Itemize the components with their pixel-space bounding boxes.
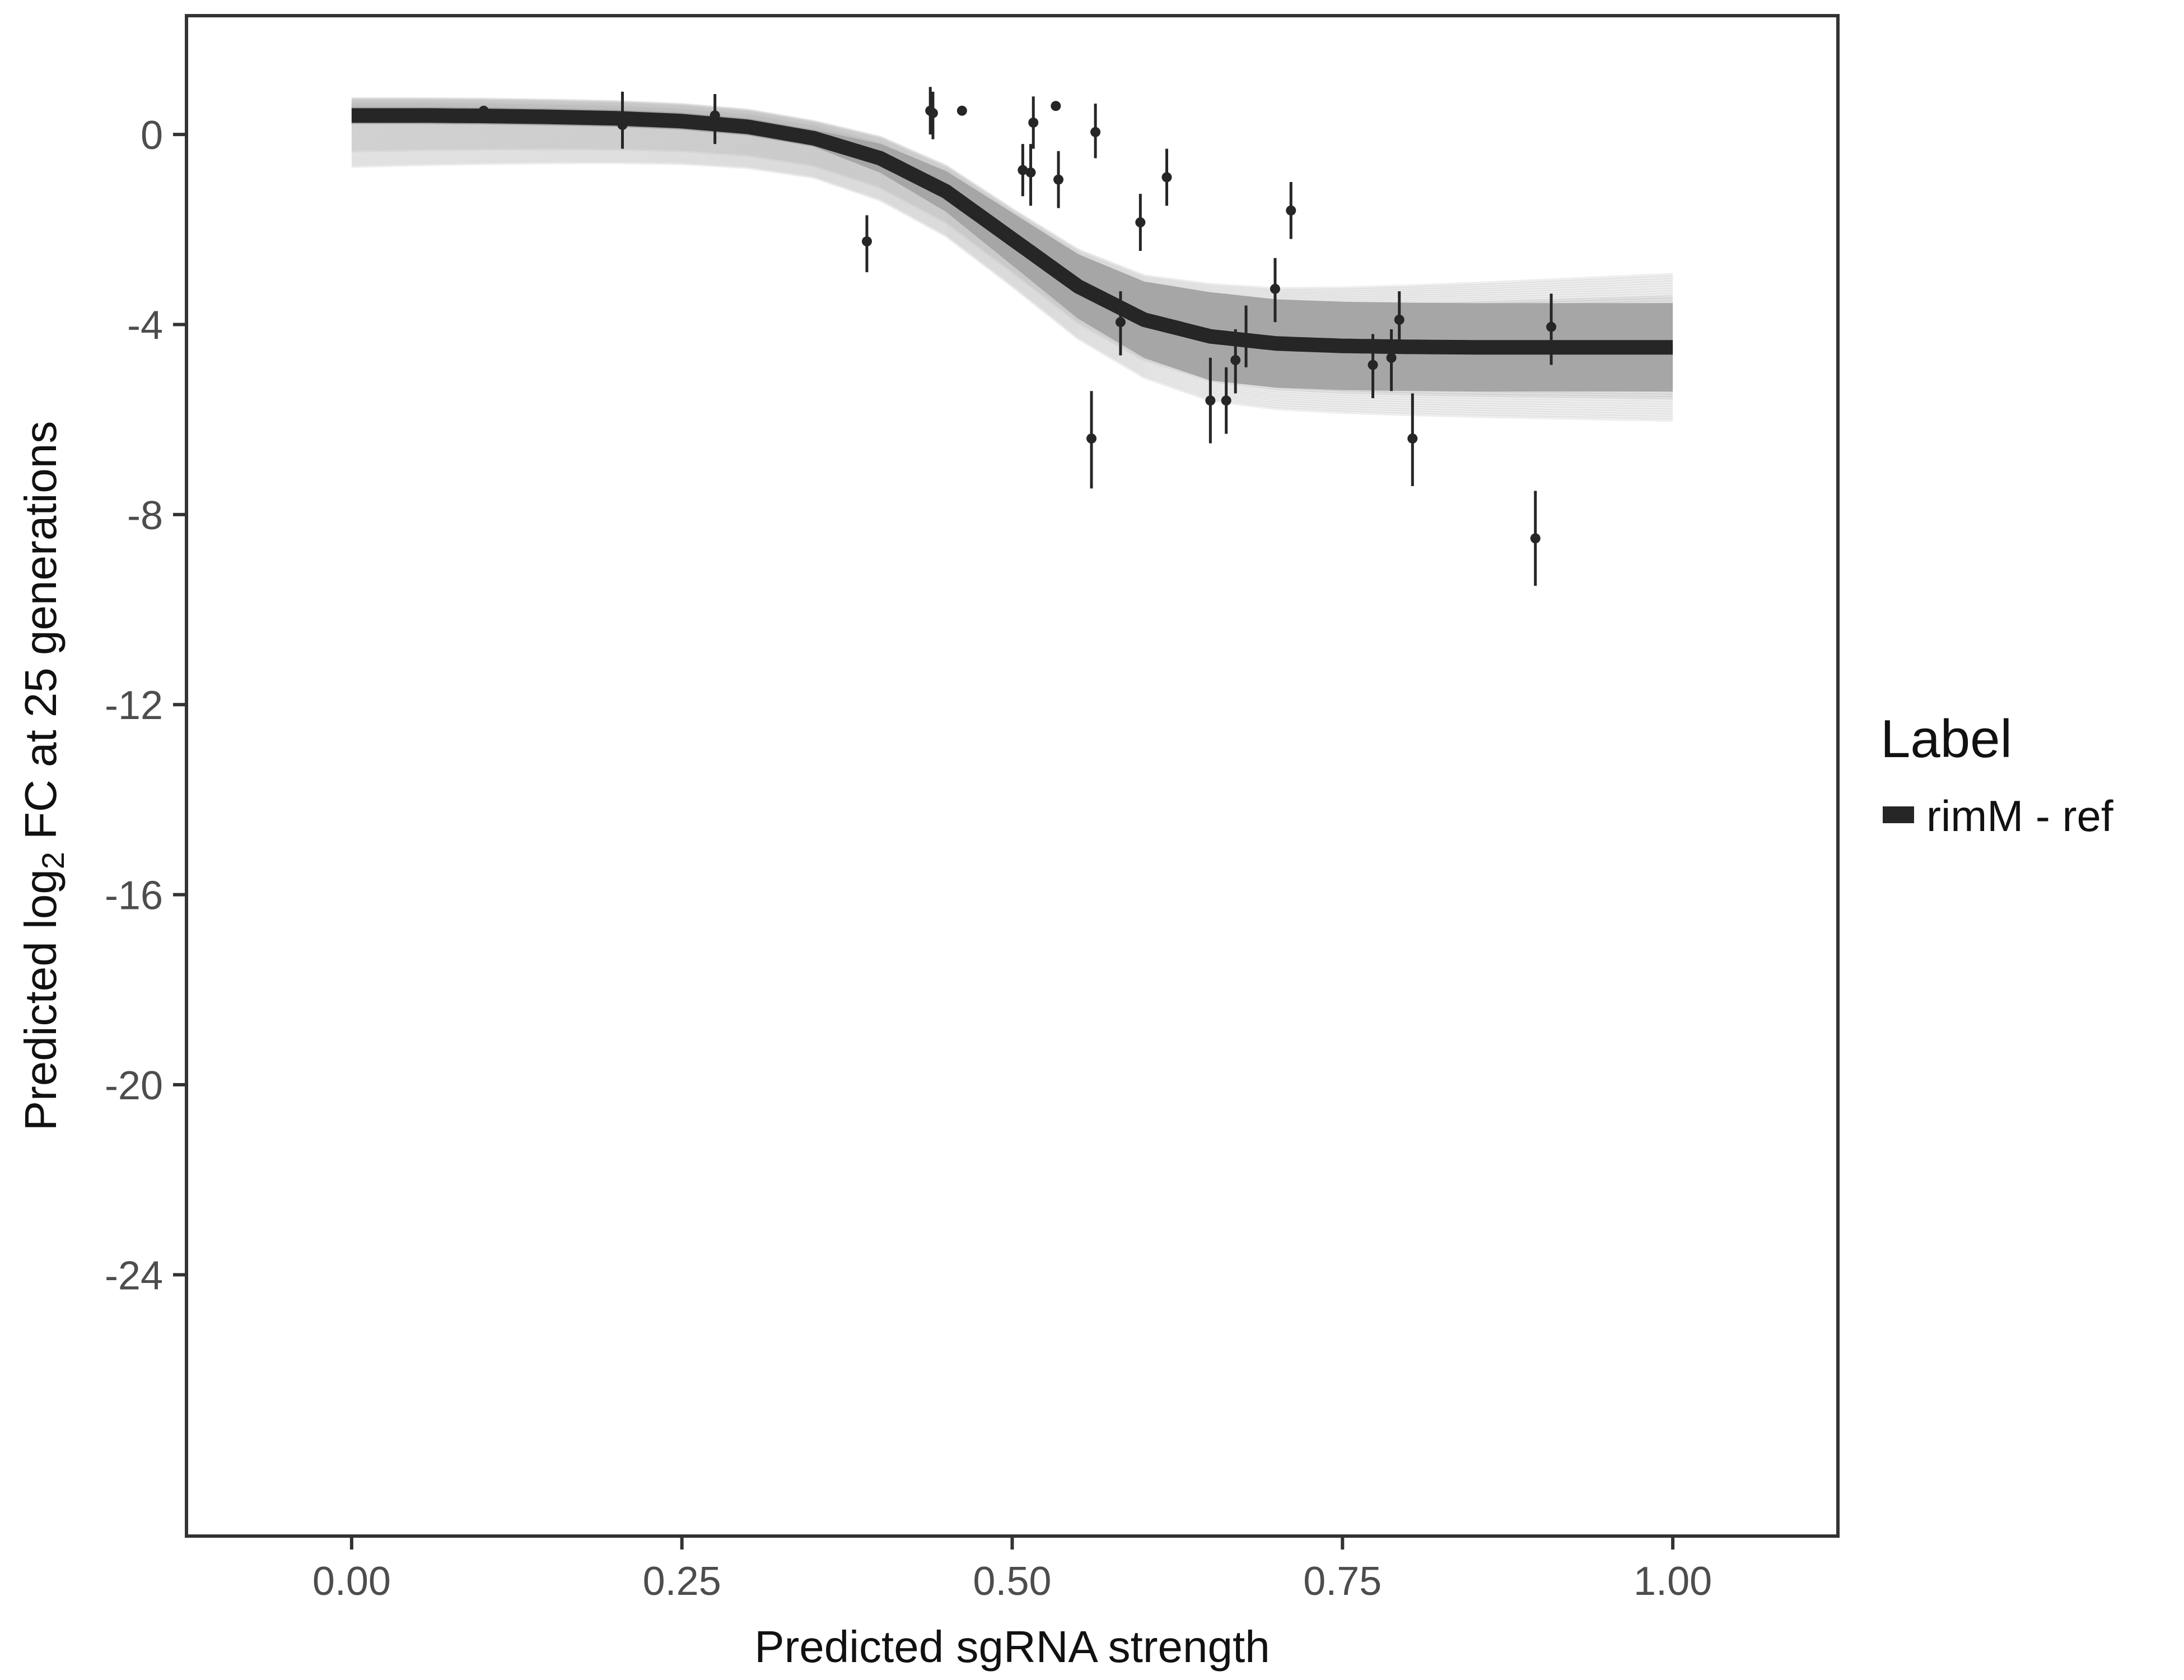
data-point bbox=[1025, 167, 1036, 178]
legend-entry-label: rimM - ref bbox=[1926, 791, 2113, 841]
fit-line bbox=[351, 108, 1673, 355]
data-point bbox=[956, 105, 967, 116]
data-point bbox=[1135, 217, 1146, 228]
data-point bbox=[1205, 395, 1216, 406]
posterior-draw-line bbox=[351, 150, 1673, 405]
y-axis-title-suffix: FC at 25 generations bbox=[16, 421, 66, 852]
posterior-draw-line bbox=[351, 157, 1673, 417]
y-axis-title: Predicted log2 FC at 25 generations bbox=[16, 421, 71, 1131]
posterior-draw-line bbox=[351, 145, 1673, 397]
posterior-draw-line bbox=[351, 159, 1673, 419]
posterior-draw-line bbox=[351, 153, 1673, 409]
data-point bbox=[1286, 205, 1296, 216]
legend-key-swatch bbox=[1883, 806, 1914, 823]
y-axis-title-subscript: 2 bbox=[35, 852, 71, 869]
x-tick-label: 0.75 bbox=[1303, 1559, 1382, 1604]
data-point bbox=[1530, 533, 1541, 544]
y-tick-label: -8 bbox=[127, 493, 163, 538]
posterior-draw-line bbox=[351, 148, 1673, 402]
data-point bbox=[1368, 360, 1378, 370]
x-tick-label: 0.00 bbox=[312, 1559, 391, 1604]
x-tick-label: 0.50 bbox=[973, 1559, 1051, 1604]
y-tick-label: -16 bbox=[105, 874, 163, 918]
posterior-draw-line bbox=[351, 97, 1673, 293]
data-point bbox=[1090, 127, 1101, 137]
data-point bbox=[1270, 283, 1280, 294]
data-point bbox=[1546, 321, 1557, 332]
y-tick-label: -20 bbox=[105, 1063, 163, 1108]
posterior-draw-line bbox=[351, 147, 1673, 400]
data-point bbox=[1115, 317, 1126, 328]
data-point bbox=[1386, 352, 1397, 363]
data-point bbox=[861, 236, 872, 247]
data-point bbox=[1221, 395, 1231, 406]
y-tick-label: -24 bbox=[105, 1253, 163, 1298]
posterior-draw-line bbox=[351, 156, 1673, 414]
x-tick-label: 1.00 bbox=[1634, 1559, 1712, 1604]
legend: Label rimM - ref bbox=[1880, 709, 2113, 841]
posterior-draw-line bbox=[351, 97, 1673, 291]
posterior-draw-line bbox=[351, 99, 1673, 296]
data-point bbox=[1018, 165, 1028, 175]
y-axis-title-prefix: Predicted log bbox=[16, 869, 66, 1131]
posterior-draw-line bbox=[351, 155, 1673, 412]
x-tick-label: 0.25 bbox=[643, 1559, 721, 1604]
y-tick-label: -12 bbox=[105, 683, 163, 728]
y-tick-label: 0 bbox=[141, 113, 163, 158]
data-point bbox=[1053, 174, 1064, 185]
data-point bbox=[1230, 355, 1241, 366]
posterior-draw-line bbox=[351, 98, 1673, 295]
posterior-draw-line bbox=[351, 151, 1673, 407]
data-point bbox=[1407, 433, 1418, 444]
y-tick-label: -4 bbox=[127, 303, 163, 348]
y-axis: 0 -4 -8 -12 -16 -20 -24 bbox=[105, 113, 185, 1298]
posterior-draw-line bbox=[351, 160, 1673, 422]
data-point bbox=[1394, 315, 1404, 325]
data-point bbox=[1161, 172, 1172, 183]
data-point bbox=[1051, 101, 1061, 111]
data-point bbox=[1028, 117, 1039, 128]
data-point bbox=[927, 108, 938, 118]
posterior-band bbox=[351, 106, 1673, 392]
panel-border bbox=[185, 14, 1840, 1538]
x-axis: 0.00 0.25 0.50 0.75 1.00 bbox=[312, 1538, 1712, 1604]
data-point bbox=[1086, 433, 1097, 444]
legend-title: Label bbox=[1880, 709, 2012, 769]
x-axis-title: Predicted sgRNA strength bbox=[754, 1622, 1270, 1672]
